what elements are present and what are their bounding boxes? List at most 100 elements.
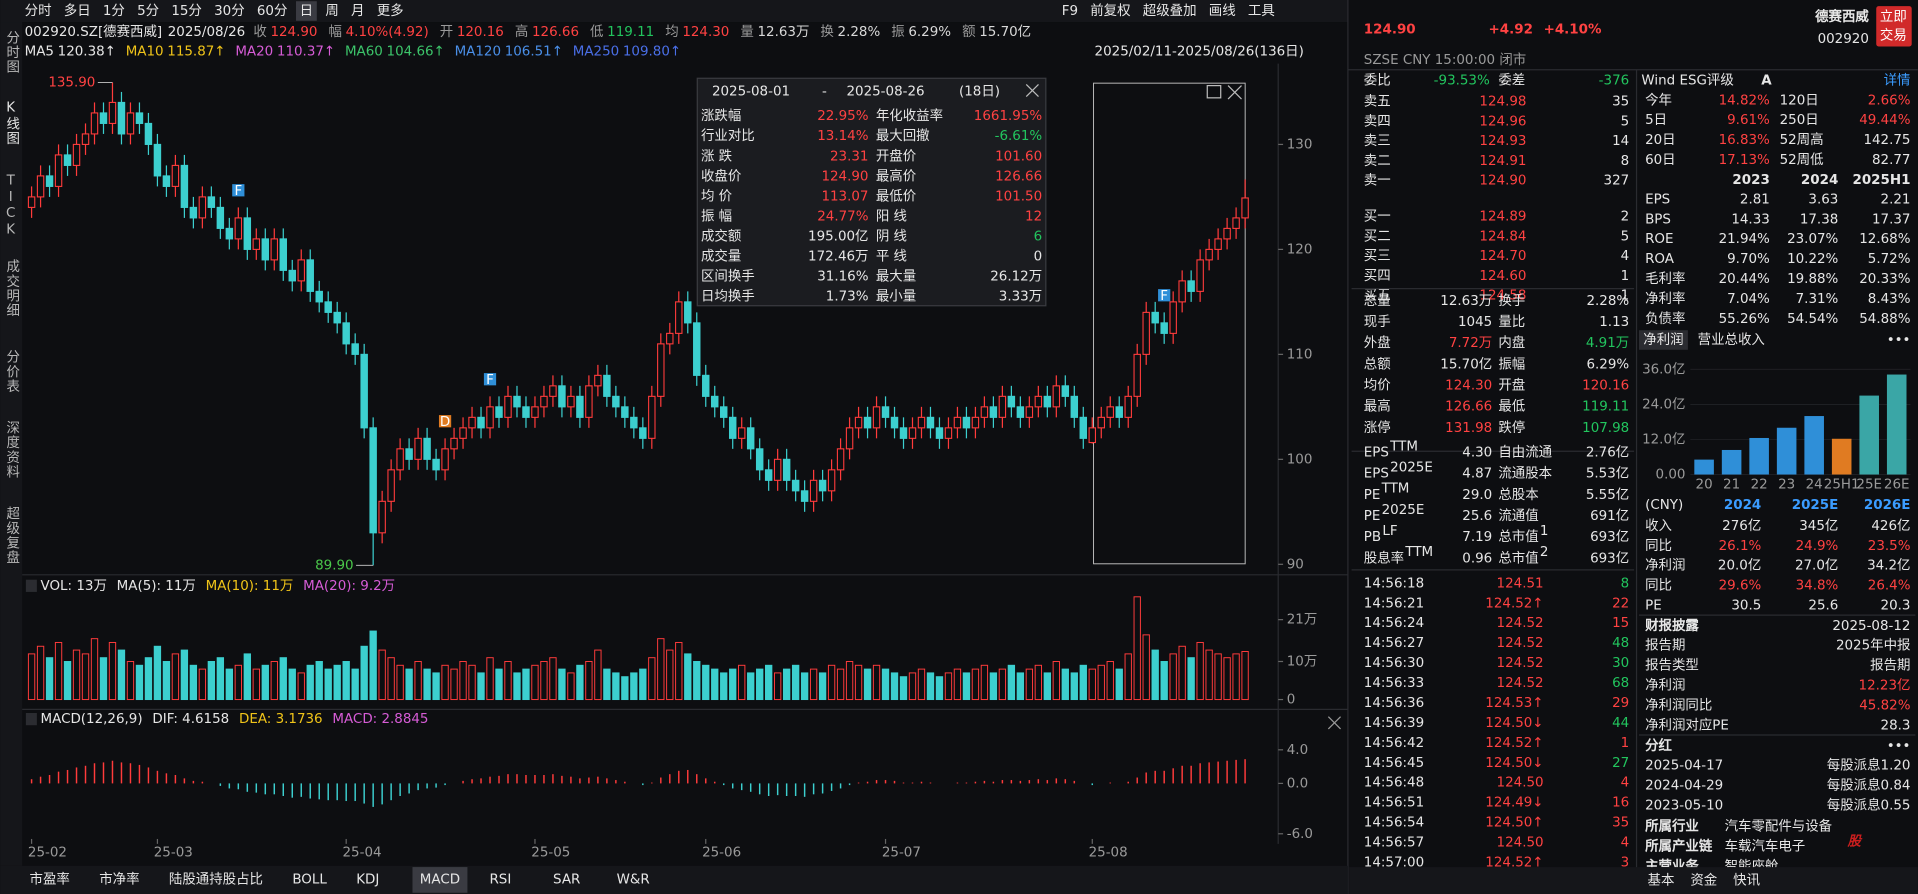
column-header: 2024 xyxy=(1801,173,1838,188)
ratio-value: 29.0 xyxy=(1462,488,1492,503)
indicator-tab[interactable]: MACD xyxy=(420,872,460,887)
candle-body xyxy=(719,406,728,418)
candle-body xyxy=(612,395,620,408)
cell: 30.5 xyxy=(1731,599,1761,614)
indicator-tab[interactable]: RSI xyxy=(489,872,511,887)
volume-bar xyxy=(684,653,692,701)
tool-button[interactable]: 超级叠加 xyxy=(1143,3,1197,19)
cell: 426亿 xyxy=(1871,518,1910,534)
footer-tab[interactable]: 资金 xyxy=(1690,873,1717,889)
timeframe-tab[interactable]: 多日 xyxy=(64,2,91,19)
event-marker[interactable] xyxy=(483,373,497,386)
timeframe-tab[interactable]: 15分 xyxy=(171,3,202,19)
row-value: 报告期 xyxy=(1870,658,1910,674)
indicator-tab[interactable]: SAR xyxy=(553,872,580,887)
side-tab[interactable]: 超级复盘 xyxy=(3,506,20,565)
timeframe-tab[interactable]: 日 xyxy=(300,4,313,19)
volume-bar xyxy=(693,661,701,701)
row-value: 45.82% xyxy=(1859,699,1910,714)
side-tab[interactable]: 深度资料 xyxy=(3,421,20,480)
timeframe-tab[interactable]: 周 xyxy=(325,4,338,19)
candle-body xyxy=(270,238,279,261)
side-tab[interactable]: 分价表 xyxy=(3,350,20,394)
trade-label[interactable]: 立即 xyxy=(1880,9,1907,25)
indicator-tab[interactable]: 陆股通持股占比 xyxy=(169,871,263,887)
candle-body xyxy=(1142,311,1150,355)
candle-body xyxy=(962,416,971,429)
stat-value: -6.61% xyxy=(995,129,1043,144)
help-icon[interactable] xyxy=(25,579,37,592)
footer-tab[interactable]: 基本 xyxy=(1648,872,1675,889)
cell: 10.22% xyxy=(1787,252,1838,267)
maximize-icon[interactable] xyxy=(1206,84,1222,99)
volume-bar xyxy=(962,672,971,701)
volume-bar xyxy=(818,672,827,701)
chart-tab[interactable]: 净利润 xyxy=(1643,332,1683,348)
stat-value: 113.07 xyxy=(821,189,868,204)
quote-value: 12.63万 xyxy=(757,25,809,40)
date-field[interactable]: 2025-08-01 xyxy=(712,85,790,100)
interval-box xyxy=(696,77,1047,307)
stat-label: 振 幅 xyxy=(701,208,732,224)
footer-tab[interactable]: 快讯 xyxy=(1733,873,1760,889)
candle-body xyxy=(1025,406,1034,418)
tool-button[interactable]: 前复权 xyxy=(1090,2,1130,19)
volume-bar xyxy=(944,672,953,701)
timeframe-tab[interactable]: 月 xyxy=(351,4,364,19)
cell: 34.2亿 xyxy=(1867,558,1910,574)
indicator-tab[interactable]: 市净率 xyxy=(99,870,139,887)
tab-active[interactable] xyxy=(1638,330,1688,350)
row-label: BPS xyxy=(1645,212,1671,227)
indicator-tab[interactable]: 市盈率 xyxy=(30,870,70,887)
timeframe-tab[interactable]: 更多 xyxy=(377,2,404,19)
close-icon[interactable] xyxy=(1327,716,1342,730)
return-label: 60日 xyxy=(1645,153,1676,168)
book-label: 卖五 xyxy=(1364,94,1391,110)
timeframe-tab[interactable]: 分时 xyxy=(25,3,52,19)
tool-button[interactable]: 画线 xyxy=(1209,3,1236,19)
ratio-value: 7.19 xyxy=(1462,530,1492,545)
detail-link[interactable]: 详情 xyxy=(1884,73,1911,89)
indicator-tab[interactable]: KDJ xyxy=(356,872,379,887)
stat-value: 107.98 xyxy=(1582,421,1629,436)
help-icon[interactable] xyxy=(25,712,37,726)
close-icon[interactable] xyxy=(1025,83,1039,98)
quote-label: 均 xyxy=(665,24,678,40)
book-label: 买一 xyxy=(1364,208,1391,224)
indicator-tab[interactable]: W&R xyxy=(617,872,650,887)
timeframe-tab[interactable]: 60分 xyxy=(257,3,288,19)
price-pct: +4.10% xyxy=(1544,22,1602,37)
side-tab[interactable]: 分时图 xyxy=(3,30,20,74)
tool-button[interactable]: 工具 xyxy=(1248,4,1275,19)
timeframe-tab[interactable]: 1分 xyxy=(103,3,125,19)
indicator-tab[interactable]: BOLL xyxy=(292,872,327,887)
more-button[interactable]: ••• xyxy=(1887,739,1911,754)
close-icon[interactable] xyxy=(1227,85,1242,100)
timeframe-tab[interactable]: 30分 xyxy=(214,3,245,19)
more-button[interactable]: ••• xyxy=(1887,333,1911,348)
tool-button[interactable]: F9 xyxy=(1062,4,1078,19)
selection-box[interactable] xyxy=(1093,82,1246,565)
trade-label[interactable]: 交易 xyxy=(1880,26,1907,43)
side-tab[interactable]: TICK xyxy=(3,174,18,239)
side-tab[interactable]: 成交明细 xyxy=(3,259,20,318)
trade-volume: 15 xyxy=(1612,616,1629,631)
candle-body xyxy=(1196,259,1204,292)
date-field[interactable]: 2025-08-26 xyxy=(846,85,924,100)
event-marker[interactable] xyxy=(232,184,245,197)
candle-body xyxy=(1034,395,1043,408)
side-tab[interactable]: K线图 xyxy=(3,100,20,146)
stat-label: 均 价 xyxy=(701,188,733,204)
volume-bar xyxy=(1151,649,1159,701)
timeframe-tab[interactable]: 5分 xyxy=(137,3,159,19)
trade-button[interactable] xyxy=(1876,6,1912,47)
chart-tab[interactable]: 营业总收入 xyxy=(1698,332,1765,348)
label: 委差 xyxy=(1498,73,1525,89)
volume-bar xyxy=(270,661,278,701)
event-marker[interactable] xyxy=(438,415,452,428)
x-tick-label: 25-05 xyxy=(531,845,570,860)
volume-bar xyxy=(863,668,872,701)
event-marker[interactable] xyxy=(1158,289,1171,302)
trade-price: 124.53↑ xyxy=(1485,696,1543,711)
candle-body xyxy=(27,196,36,208)
